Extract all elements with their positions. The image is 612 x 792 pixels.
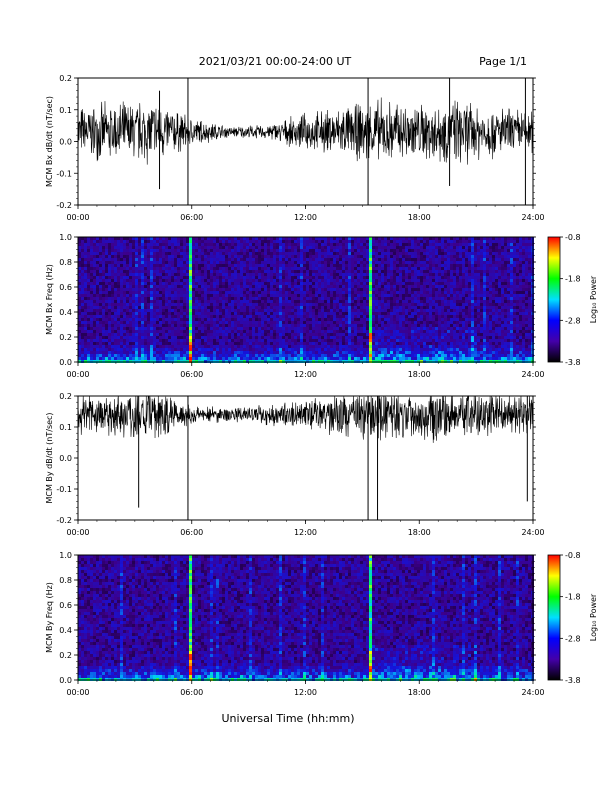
x-tick-label: 24:00 — [521, 213, 544, 222]
y-tick-label: 0.0 — [59, 358, 72, 367]
y-tick-label: -0.2 — [56, 201, 72, 210]
x-tick-label: 18:00 — [408, 688, 431, 697]
y-axis-title-by-spec: MCM By Freq (Hz) — [45, 582, 54, 653]
panel-by: 0.2 0.1 0.0 -0.1 -0.2 00:00 06:00 12:00 18:00 24:… — [45, 392, 545, 537]
x-tick-label: 12:00 — [294, 688, 317, 697]
x-tick-label: 00:00 — [66, 213, 89, 222]
spectrogram-cells-bx-spec — [78, 237, 534, 363]
colorbar-tick-label: -1.8 — [565, 593, 581, 602]
x-tick-label: 06:00 — [180, 688, 203, 697]
x-tick-label: 12:00 — [294, 528, 317, 537]
y-tick-label: 0.1 — [59, 423, 72, 432]
panel-bx-spec: -0.8 -1.8 -2.8 -3.8 Log₁₀ Power 1.0 0.8 0.6 0.4 0… — [45, 233, 598, 379]
series-trace-by — [77, 395, 534, 443]
x-tick-label: 06:00 — [180, 370, 203, 379]
colorbar-tick-label: -3.8 — [565, 676, 581, 685]
y-tick-label: 0.4 — [59, 626, 72, 635]
y-tick-label: 0.2 — [59, 74, 72, 83]
y-tick-label: 0.4 — [59, 308, 72, 317]
colorbar-tick-label: -3.8 — [565, 358, 581, 367]
x-tick-label: 00:00 — [66, 688, 89, 697]
y-tick-label: 0.6 — [59, 601, 72, 610]
y-tick-label: 0.8 — [59, 576, 72, 585]
y-axis-title-by: MCM By dB/dt (nT/sec) — [45, 412, 54, 503]
x-tick-label: 00:00 — [66, 370, 89, 379]
x-tick-label: 24:00 — [521, 688, 544, 697]
x-tick-label: 24:00 — [521, 370, 544, 379]
panel-bx: 0.2 0.1 0.0 -0.1 -0.2 00:00 06:00 12:00 18:00 24:… — [45, 74, 545, 222]
panel-by-spec: -0.8 -1.8 -2.8 -3.8 Log₁₀ Power 1.0 0.8 0.6 0.4 0… — [45, 551, 598, 697]
y-tick-label: 0.2 — [59, 392, 72, 401]
spectrogram-cells-by-spec — [78, 555, 534, 681]
colorbar-label: Log₁₀ Power — [589, 275, 598, 323]
y-tick-label: 0.6 — [59, 283, 72, 292]
figure-title: 2021/03/21 00:00-24:00 UT — [199, 55, 352, 68]
y-tick-label: -0.1 — [56, 169, 72, 178]
colorbar-tick-label: -1.8 — [565, 275, 581, 284]
x-tick-label: 12:00 — [294, 370, 317, 379]
y-tick-label: 0.2 — [59, 651, 72, 660]
x-tick-label: 18:00 — [408, 213, 431, 222]
series-trace-bx — [77, 97, 534, 165]
colorbar-tick-label: -0.8 — [565, 551, 581, 560]
y-tick-label: 0.1 — [59, 106, 72, 115]
y-tick-label: 0.0 — [59, 454, 72, 463]
x-tick-label: 00:00 — [66, 528, 89, 537]
y-tick-label: 0.0 — [59, 138, 72, 147]
x-tick-label: 18:00 — [408, 528, 431, 537]
colorbar-bx-spec — [547, 236, 561, 363]
y-tick-label: 1.0 — [59, 551, 72, 560]
colorbar-tick-label: -2.8 — [565, 634, 581, 643]
x-tick-label: 06:00 — [180, 528, 203, 537]
colorbar-tick-label: -0.8 — [565, 233, 581, 242]
page-indicator: Page 1/1 — [479, 55, 527, 68]
colorbar-by-spec — [547, 554, 561, 681]
panels: 0.2 0.1 0.0 -0.1 -0.2 00:00 06:00 12:00 18:00 24:… — [45, 74, 598, 697]
x-tick-label: 06:00 — [180, 213, 203, 222]
y-tick-label: 1.0 — [59, 233, 72, 242]
y-tick-label: 0.0 — [59, 676, 72, 685]
y-tick-label: 0.8 — [59, 258, 72, 267]
y-tick-label: 0.2 — [59, 333, 72, 342]
x-tick-label: 12:00 — [294, 213, 317, 222]
colorbar-tick-label: -2.8 — [565, 316, 581, 325]
y-axis-title-bx: MCM Bx dB/dt (nT/sec) — [45, 96, 54, 187]
y-tick-label: -0.1 — [56, 485, 72, 494]
colorbar-label: Log₁₀ Power — [589, 593, 598, 641]
x-tick-label: 24:00 — [521, 528, 544, 537]
y-tick-label: -0.2 — [56, 516, 72, 525]
x-axis-title: Universal Time (hh:mm) — [222, 712, 355, 725]
x-tick-label: 18:00 — [408, 370, 431, 379]
y-axis-title-bx-spec: MCM Bx Freq (Hz) — [45, 264, 54, 335]
